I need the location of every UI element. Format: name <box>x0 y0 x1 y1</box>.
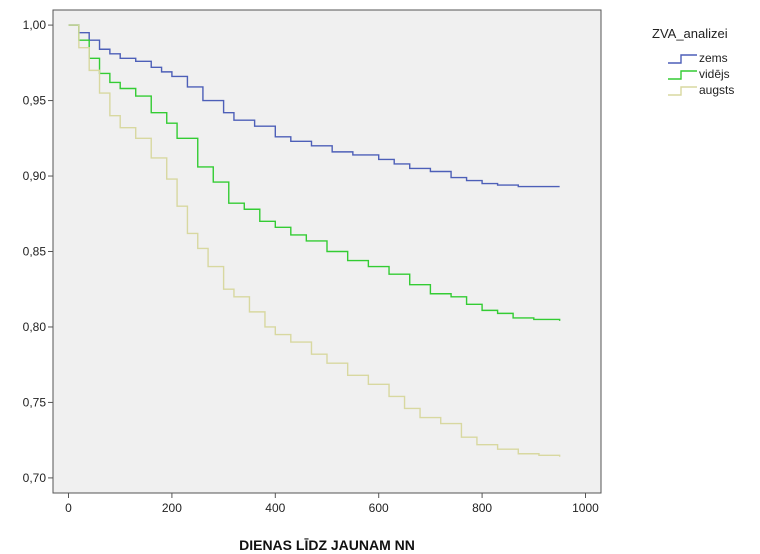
legend-title: ZVA_analizei <box>652 26 728 41</box>
y-tick-label-5: 0,95 <box>23 94 47 108</box>
y-tick-label-0: 0,70 <box>23 471 47 485</box>
y-tick-label-1: 0,75 <box>23 395 47 409</box>
y-tick-label-4: 0,90 <box>23 169 47 183</box>
series-line-3 <box>68 24 561 457</box>
legend-swatch-3 <box>668 86 697 96</box>
x-tick-label-200: 200 <box>162 501 182 515</box>
x-tick-label-0: 0 <box>65 501 72 515</box>
series-group <box>68 24 561 457</box>
y-tick-label-6: 1,00 <box>23 18 47 32</box>
x-tick-label-800: 800 <box>472 501 492 515</box>
y-tick-label-2: 0,80 <box>23 320 47 334</box>
series-line-1 <box>68 24 560 188</box>
legend: ZVA_analizei zems vidējs augsts <box>652 26 734 97</box>
y-tick-label-3: 0,85 <box>23 245 47 259</box>
series-line-2 <box>68 24 561 321</box>
legend-label-2: vidējs <box>699 67 730 81</box>
x-axis-title: DIENAS LĪDZ JAUNAM NN <box>239 537 415 553</box>
x-tick-label-600: 600 <box>369 501 389 515</box>
x-tick-label-1000: 1000 <box>572 501 599 515</box>
legend-swatch-2 <box>668 70 697 80</box>
legend-label-1: zems <box>699 51 728 65</box>
legend-swatch-1 <box>668 54 697 64</box>
axes: 0 200 400 600 800 1000 0,70 0,75 0,80 0,85 0,90 0,9… <box>23 18 600 515</box>
x-tick-label-400: 400 <box>265 501 285 515</box>
legend-label-3: augsts <box>699 83 734 97</box>
